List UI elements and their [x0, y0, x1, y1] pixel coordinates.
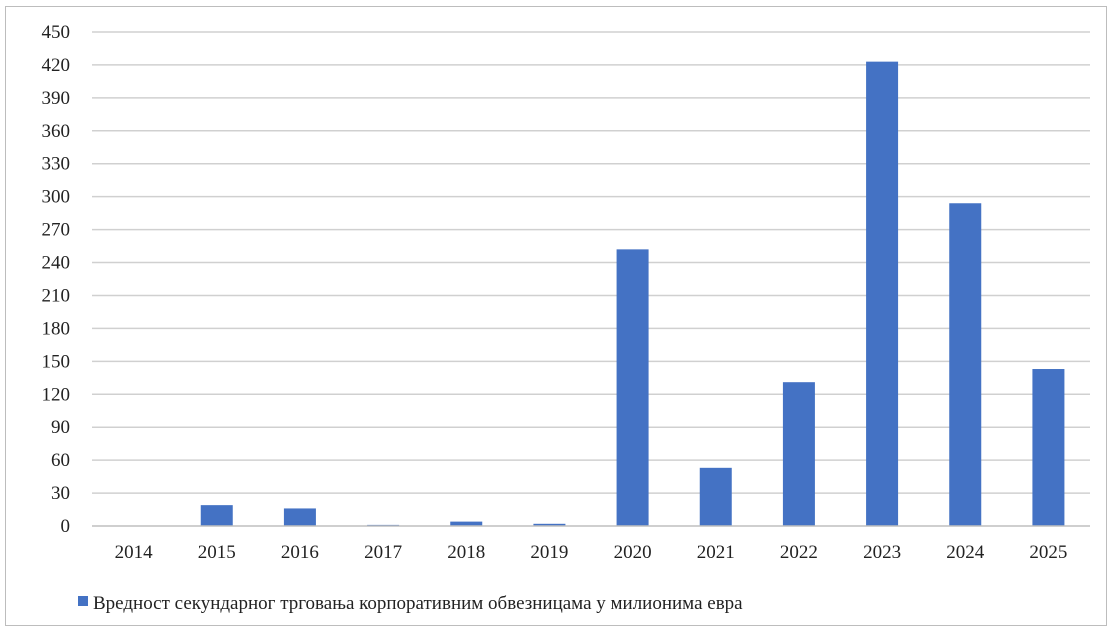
y-tick-label: 300 [42, 187, 71, 208]
x-tick-label: 2014 [115, 542, 154, 563]
y-tick-label: 420 [42, 55, 71, 76]
bar-2020 [616, 249, 649, 527]
x-tick-label: 2021 [697, 542, 735, 563]
x-tick-label: 2018 [447, 542, 485, 563]
x-tick-label: 2017 [364, 542, 402, 563]
bar-2022 [782, 382, 815, 526]
bar-2018 [450, 521, 483, 526]
y-tick-label: 150 [42, 351, 71, 372]
bar-2016 [283, 508, 316, 526]
x-tick-label: 2024 [946, 542, 985, 563]
bar-2023 [866, 61, 899, 526]
gridlines [92, 31, 1090, 494]
x-tick-label: 2016 [281, 542, 319, 563]
y-tick-label: 30 [51, 483, 70, 504]
y-tick-label: 330 [42, 154, 71, 175]
bar-2025 [1032, 369, 1065, 526]
legend-label: Вредност секундарног трговања корпоратив… [93, 593, 743, 614]
bar-2019 [533, 523, 566, 526]
y-axis-ticks: 0 30 60 90 120 150 180 210 240 270 300 330 360 390 420… [42, 22, 71, 537]
x-tick-label: 2025 [1029, 542, 1067, 563]
y-tick-label: 210 [42, 285, 71, 306]
y-tick-label: 450 [42, 22, 71, 43]
y-tick-label: 180 [42, 318, 71, 339]
y-tick-label: 60 [51, 450, 70, 471]
bar-2021 [699, 467, 732, 526]
y-tick-label: 240 [42, 253, 71, 274]
x-tick-label: 2019 [530, 542, 568, 563]
x-tick-label: 2015 [198, 542, 236, 563]
x-tick-label: 2020 [614, 542, 652, 563]
x-axis-ticks: 2014 2015 2016 2017 2018 2019 2020 2021 2022 2023… [115, 542, 1068, 563]
chart-frame [5, 6, 1107, 626]
y-tick-label: 360 [42, 121, 71, 142]
legend: Вредност секундарног трговања корпоратив… [78, 593, 743, 614]
bar-2024 [949, 203, 982, 526]
y-tick-label: 90 [51, 417, 70, 438]
legend-swatch [78, 596, 88, 606]
y-tick-label: 0 [61, 516, 71, 537]
x-tick-label: 2023 [863, 542, 901, 563]
y-tick-label: 270 [42, 220, 71, 241]
y-tick-label: 120 [42, 384, 71, 405]
bar-2015 [200, 505, 233, 526]
y-tick-label: 390 [42, 88, 71, 109]
x-tick-label: 2022 [780, 542, 818, 563]
